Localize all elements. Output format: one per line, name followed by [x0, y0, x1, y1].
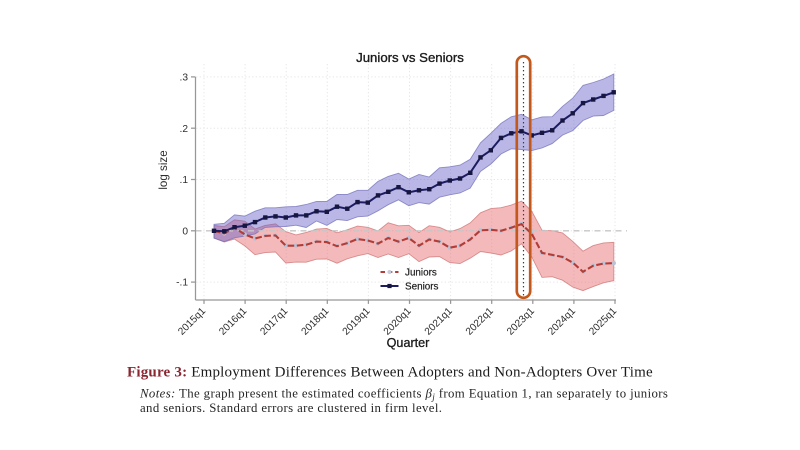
svg-text:.2: .2	[180, 124, 189, 135]
svg-text:.1: .1	[180, 175, 189, 186]
svg-text:0: 0	[182, 226, 188, 237]
svg-text:Juniors: Juniors	[405, 268, 437, 279]
svg-text:Juniors vs Seniors: Juniors vs Seniors	[356, 50, 464, 65]
svg-text:Figure 3: Employment Differenc: Figure 3: Employment Differences Between…	[127, 365, 653, 381]
svg-text:.3: .3	[180, 73, 189, 84]
svg-text:-.1: -.1	[176, 278, 188, 289]
svg-text:Quarter: Quarter	[387, 336, 430, 350]
svg-text:Seniors: Seniors	[405, 282, 439, 293]
svg-text:and seniors. Standard errors a: and seniors. Standard errors are cluster…	[140, 401, 442, 415]
svg-text:log size: log size	[157, 150, 170, 189]
svg-text:Notes: The graph present the e: Notes: The graph present the estimated c…	[139, 387, 668, 403]
